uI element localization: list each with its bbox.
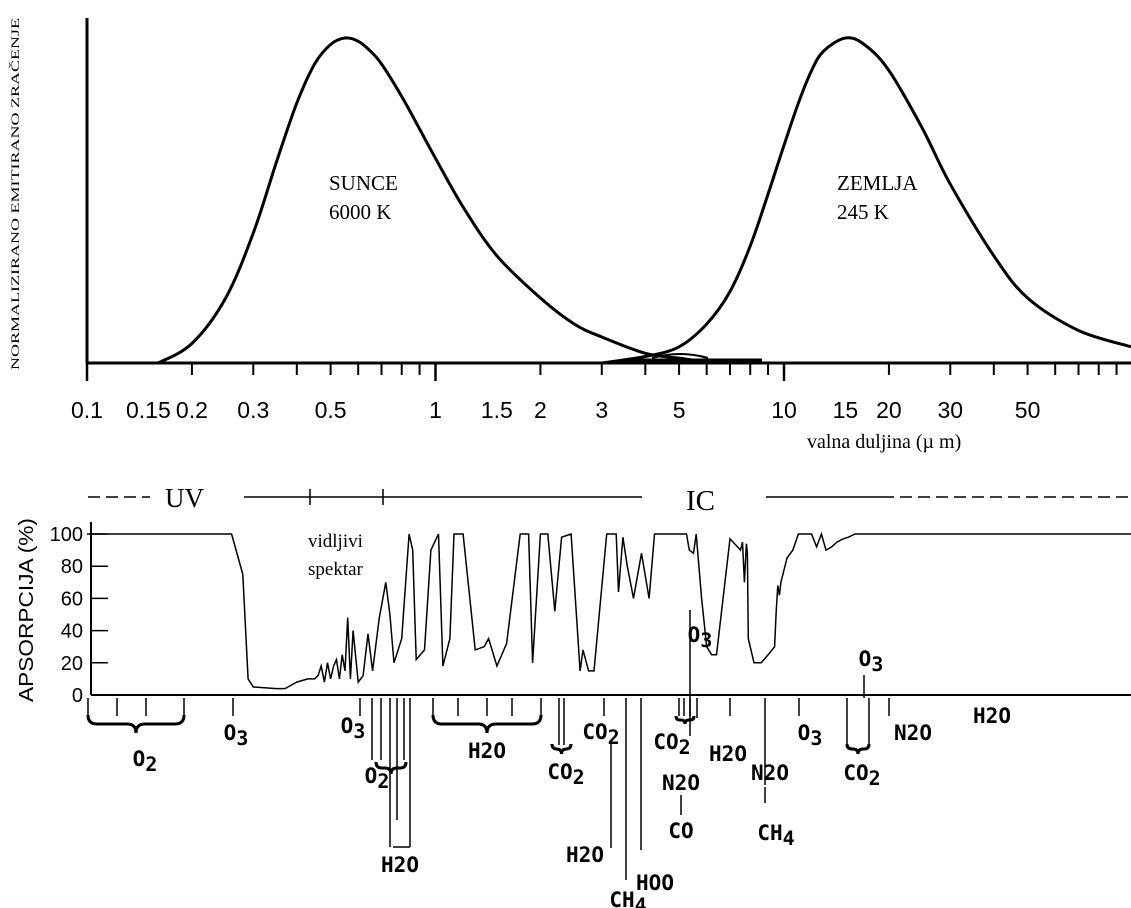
- svg-text:H2O: H2O: [973, 704, 1011, 728]
- x-tick-label: 0.5: [315, 397, 347, 423]
- x-tick-label: 0.3: [237, 397, 269, 423]
- svg-text:CO2: CO2: [547, 760, 584, 789]
- spectrum-region-bar: UV IC vidljivi spektar: [88, 483, 1131, 580]
- absorber-label: H2O: [566, 843, 604, 867]
- x-tick-label: 1: [429, 397, 442, 423]
- svg-text:CH4: CH4: [609, 888, 646, 908]
- absorber-label: CO2: [843, 761, 880, 790]
- absorber-label: CO2: [653, 730, 690, 759]
- svg-text:H2O: H2O: [709, 742, 747, 766]
- absorber-label: O2: [133, 747, 158, 776]
- x-tick-label: 10: [771, 397, 797, 423]
- svg-text:CO2: CO2: [843, 761, 880, 790]
- absorber-label: CO: [668, 819, 693, 843]
- svg-text:N2O: N2O: [894, 721, 932, 745]
- svg-text:N2O: N2O: [751, 761, 789, 785]
- absorber-label: CH4: [757, 821, 794, 850]
- y-tick-label: 60: [61, 588, 83, 610]
- y-tick-label: 0: [72, 685, 83, 707]
- absorber-label: HOO: [636, 871, 674, 895]
- absorber-label: O3: [224, 721, 249, 750]
- absorber-label: CH4: [609, 888, 646, 908]
- y-tick-label: 20: [61, 653, 83, 675]
- series-label-zemlja-name: ZEMLJA: [837, 171, 918, 195]
- visible-label-line2: spektar: [308, 559, 364, 580]
- overlap-marks: [622, 353, 762, 362]
- emission-x-axis-label: valna duljina (µ m): [807, 431, 961, 453]
- series-label-sunce-temperature: 6000 K: [329, 200, 391, 224]
- x-tick-label: 30: [937, 397, 963, 423]
- svg-text:H2O: H2O: [381, 853, 419, 877]
- svg-text:CO2: CO2: [582, 720, 619, 749]
- absorber-label: N2O: [751, 761, 789, 785]
- absorption-chart: UV IC vidljivi spektar 0 20 40 60 80 100 APSO…: [16, 483, 1131, 908]
- x-tick-label: 0.15: [126, 397, 171, 423]
- svg-text:O2: O2: [133, 747, 158, 776]
- absorber-label: H2O: [468, 739, 506, 763]
- y-tick-label: 80: [61, 556, 83, 578]
- emission-x-ticks: [85, 363, 1118, 381]
- x-tick-label: 20: [876, 397, 902, 423]
- svg-text:O3: O3: [341, 714, 366, 743]
- absorber-label: O3: [688, 623, 713, 652]
- svg-text:O3: O3: [224, 721, 249, 750]
- svg-text:N2O: N2O: [662, 771, 700, 795]
- absorber-label: H2O: [973, 704, 1011, 728]
- series-label-sunce-name: SUNCE: [329, 171, 398, 195]
- absorption-line: [87, 531, 1131, 690]
- x-tick-label: 1.5: [481, 397, 513, 423]
- svg-text:H2O: H2O: [566, 843, 604, 867]
- y-tick-label: 40: [61, 621, 83, 643]
- x-tick-label: 0.1: [71, 397, 103, 423]
- absorber-label: H2O: [381, 853, 419, 877]
- series-label-zemlja-temperature: 245 K: [837, 200, 889, 224]
- series-line-sunce: [157, 36, 751, 365]
- emission-y-axis-label: NORMALIZIRANO EMITIRANO ZRAČENJE: [8, 18, 22, 370]
- uv-label: UV: [165, 483, 204, 513]
- visible-label-line1: vidljivi: [308, 531, 363, 552]
- series-line-zemlja: [601, 36, 1131, 365]
- absorber-label: CO2: [582, 720, 619, 749]
- absorber-label: O3: [341, 714, 366, 743]
- x-tick-label: 0.2: [176, 397, 208, 423]
- absorber-label: N2O: [662, 771, 700, 795]
- ir-label: IC: [686, 485, 715, 517]
- absorption-y-ticks: 0 20 40 60 80 100: [50, 524, 108, 707]
- x-tick-label: 5: [673, 397, 686, 423]
- x-tick-label: 2: [534, 397, 547, 423]
- svg-text:CH4: CH4: [757, 821, 794, 850]
- absorption-y-axis-label: APSORPCIJA (%): [16, 518, 38, 702]
- svg-text:CO: CO: [668, 819, 693, 843]
- svg-text:HOO: HOO: [636, 871, 674, 895]
- x-tick-label: 50: [1015, 397, 1041, 423]
- x-tick-label: 15: [833, 397, 859, 423]
- absorber-label: H2O: [709, 742, 747, 766]
- absorber-label: N2O: [894, 721, 932, 745]
- absorber-label: O3: [798, 721, 823, 750]
- svg-text:O3: O3: [688, 623, 713, 652]
- emission-x-tick-labels: 0.1 0.15 0.2 0.3 0.5 1 1.5 2 3 5 10 15 20 30 50: [71, 397, 1040, 423]
- absorber-label: O2: [365, 764, 390, 793]
- svg-text:O3: O3: [798, 721, 823, 750]
- svg-text:O2: O2: [365, 764, 390, 793]
- x-tick-label: 3: [595, 397, 608, 423]
- absorber-label: O3: [859, 647, 884, 676]
- svg-text:CO2: CO2: [653, 730, 690, 759]
- absorber-label: CO2: [547, 760, 584, 789]
- emission-chart: 0.1 0.15 0.2 0.3 0.5 1 1.5 2 3 5 10 15 20 30 50 SUNCE …: [8, 18, 1131, 453]
- y-tick-label: 100: [50, 524, 83, 546]
- svg-text:O3: O3: [859, 647, 884, 676]
- svg-text:H2O: H2O: [468, 739, 506, 763]
